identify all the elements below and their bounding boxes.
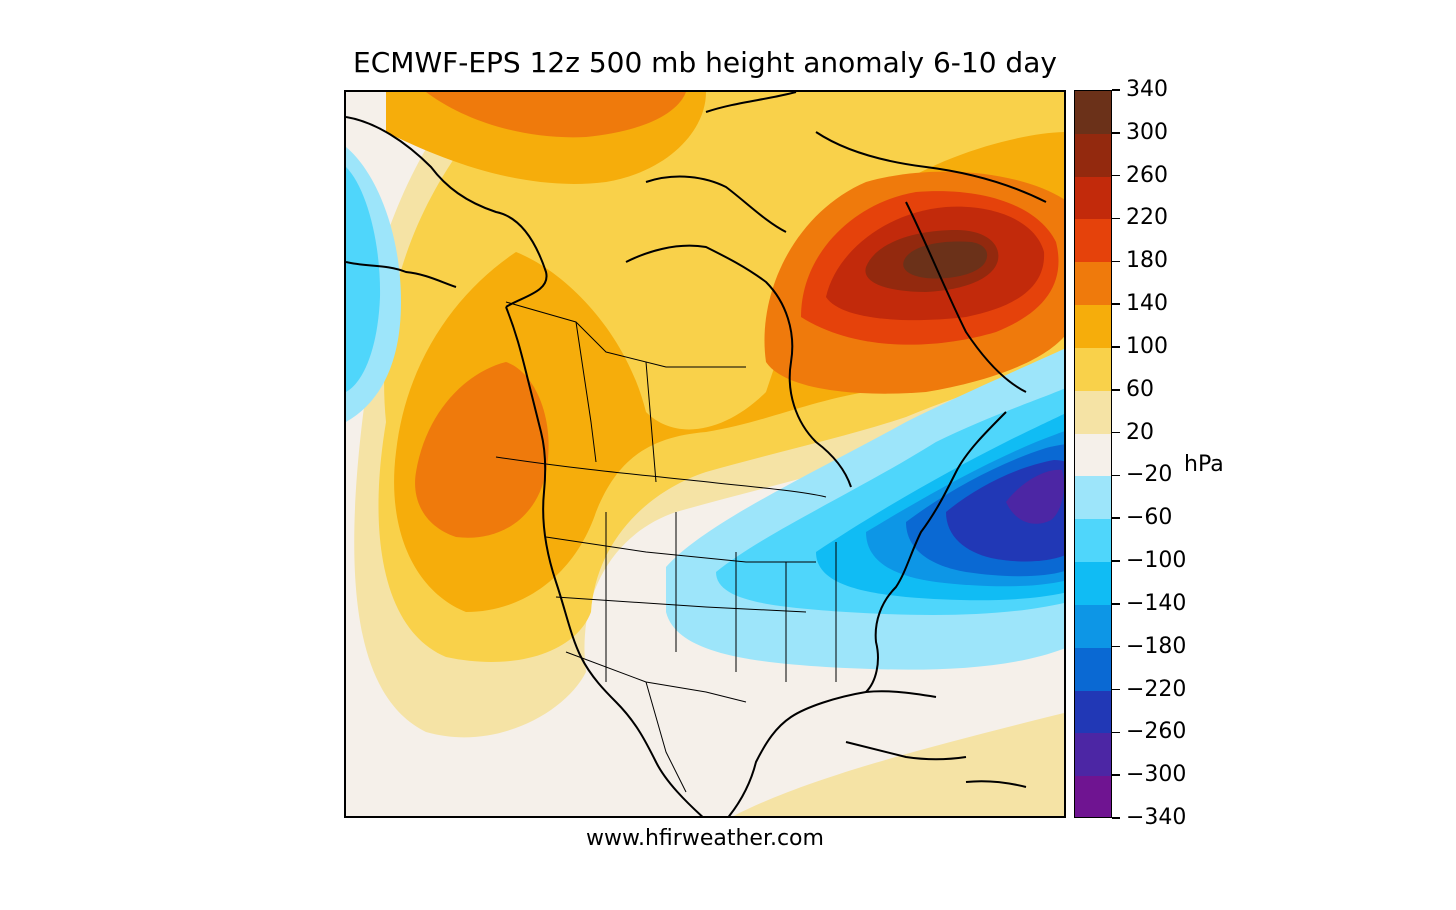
colorbar-bin — [1075, 347, 1111, 392]
anomaly-map — [344, 90, 1066, 818]
colorbar-tick — [1112, 603, 1120, 605]
colorbar-tick — [1112, 89, 1120, 91]
colorbar-bin — [1075, 91, 1111, 135]
colorbar-bin — [1075, 176, 1111, 220]
colorbar-bin — [1075, 262, 1111, 306]
colorbar-unit-label: hPa — [1184, 452, 1224, 477]
colorbar-tick — [1112, 817, 1120, 819]
colorbar-tick — [1112, 260, 1120, 263]
colorbar-tick — [1112, 346, 1120, 348]
colorbar-bin — [1075, 690, 1111, 734]
colorbar-tick — [1112, 132, 1120, 134]
colorbar-tick-label: 340 — [1126, 77, 1168, 102]
colorbar-tick-label: 20 — [1126, 419, 1154, 445]
colorbar-tick-label: −220 — [1126, 676, 1187, 702]
colorbar-tick-label: −180 — [1126, 633, 1187, 659]
anomaly-band-300-340 — [903, 241, 988, 279]
colorbar-tick-label: 100 — [1126, 333, 1168, 359]
colorbar-tick-label: −60 — [1126, 505, 1173, 531]
colorbar-tick — [1112, 217, 1120, 220]
colorbar-tick — [1112, 389, 1120, 391]
colorbar-tick — [1112, 774, 1120, 776]
colorbar-tick — [1112, 560, 1120, 562]
colorbar-bin — [1075, 647, 1111, 692]
anomaly-band-140-180-west — [415, 362, 549, 538]
colorbar-tick-label: 140 — [1126, 291, 1168, 317]
colorbar-tick — [1112, 645, 1120, 648]
coastlines — [346, 92, 1047, 816]
colorbar-tick-label: 300 — [1126, 119, 1168, 145]
colorbar-bin — [1075, 305, 1111, 349]
anomaly-neg-east-7 — [1006, 469, 1064, 524]
colorbar-tick-label: 260 — [1126, 162, 1168, 188]
source-credit: www.hfirweather.com — [586, 826, 824, 851]
anomaly-map-svg — [346, 92, 1064, 816]
colorbar-bin — [1075, 519, 1111, 563]
colorbar-bin — [1075, 562, 1111, 606]
colorbar-tick-label: −260 — [1126, 719, 1187, 745]
colorbar-bin — [1075, 133, 1111, 178]
colorbar-tick — [1112, 474, 1120, 477]
colorbar-tick — [1112, 431, 1120, 434]
colorbar-bin — [1075, 390, 1111, 435]
colorbar-tick — [1112, 303, 1120, 305]
borders — [495, 301, 837, 793]
anomaly-neg-bering-2 — [346, 167, 381, 392]
colorbar-tick-label: 220 — [1126, 205, 1168, 231]
colorbar-bin — [1075, 776, 1111, 817]
colorbar-tick-label: −140 — [1126, 590, 1187, 616]
colorbar-tick — [1112, 517, 1120, 519]
colorbar-bin — [1075, 219, 1111, 263]
anomaly-band-140-180-north — [426, 92, 686, 138]
colorbar-tick-label: −300 — [1126, 762, 1187, 788]
colorbar-tick-label: 180 — [1126, 248, 1168, 274]
colorbar-tick — [1112, 688, 1120, 691]
anomaly-band-20-60-south — [733, 712, 1064, 816]
colorbar-tick — [1112, 174, 1120, 177]
colorbar-bin — [1075, 476, 1111, 520]
colorbar-tick-label: −100 — [1126, 548, 1187, 574]
colorbar-tick-label: −340 — [1126, 805, 1187, 830]
colorbar-bin — [1075, 433, 1111, 477]
colorbar-tick-label: −20 — [1126, 462, 1173, 488]
colorbar-tick-label: 60 — [1126, 376, 1154, 402]
colorbar-bin — [1075, 604, 1111, 649]
map-title: ECMWF-EPS 12z 500 mb height anomaly 6-10… — [353, 46, 1057, 79]
colorbar-bin — [1075, 733, 1111, 777]
colorbar — [1074, 90, 1112, 818]
colorbar-tick — [1112, 731, 1120, 734]
